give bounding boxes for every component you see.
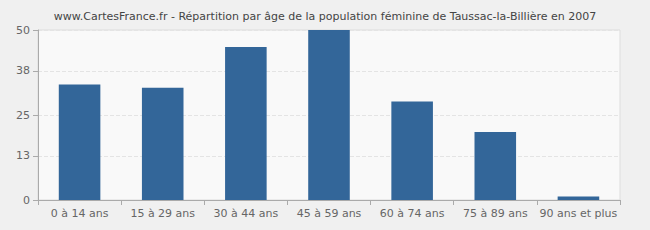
svg-text:90 ans et plus: 90 ans et plus xyxy=(540,207,618,220)
svg-text:60 à 74 ans: 60 à 74 ans xyxy=(380,207,445,220)
svg-text:50: 50 xyxy=(16,24,30,37)
svg-text:0: 0 xyxy=(23,194,30,207)
svg-text:www.CartesFrance.fr - Répartit: www.CartesFrance.fr - Répartition par âg… xyxy=(54,10,597,23)
svg-text:38: 38 xyxy=(16,64,30,77)
svg-text:75 à 89 ans: 75 à 89 ans xyxy=(463,207,528,220)
svg-text:13: 13 xyxy=(16,149,30,162)
svg-text:30 à 44 ans: 30 à 44 ans xyxy=(214,207,279,220)
svg-text:15 à 29 ans: 15 à 29 ans xyxy=(130,207,195,220)
svg-text:0 à 14 ans: 0 à 14 ans xyxy=(51,207,109,220)
svg-text:45 à 59 ans: 45 à 59 ans xyxy=(297,207,362,220)
svg-text:25: 25 xyxy=(16,109,30,122)
